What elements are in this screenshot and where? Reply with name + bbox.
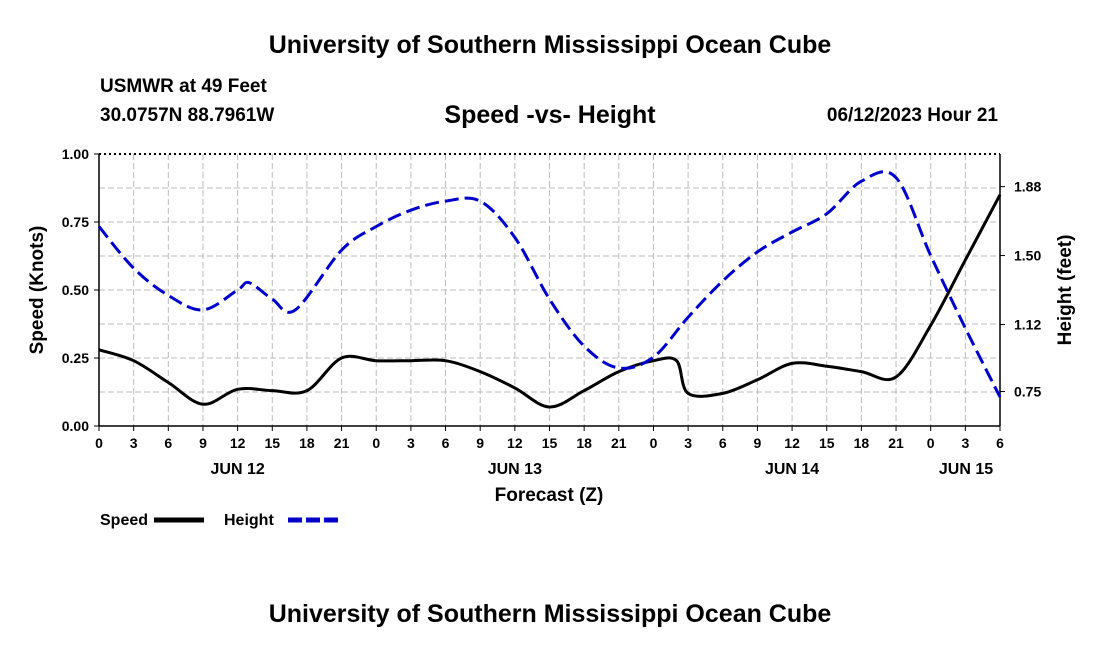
x-tick-label: 9 bbox=[476, 435, 484, 451]
chart-title: Speed -vs- Height bbox=[444, 101, 656, 129]
page-title: University of Southern Mississippi Ocean… bbox=[268, 31, 832, 59]
x-tick-label: 0 bbox=[927, 435, 935, 451]
y-axis-title: Speed (Knots) bbox=[27, 226, 48, 355]
footer-title: University of Southern Mississippi Ocean… bbox=[268, 600, 832, 628]
x-tick-label: 15 bbox=[819, 435, 835, 451]
legend-label: Height bbox=[224, 512, 274, 529]
y2-tick-label: 0.75 bbox=[1014, 384, 1041, 400]
day-label: JUN 14 bbox=[765, 461, 819, 478]
x-tick-label: 9 bbox=[199, 435, 207, 451]
x-tick-label: 0 bbox=[372, 435, 380, 451]
x-tick-label: 18 bbox=[854, 435, 870, 451]
forecast-date: 06/12/2023 Hour 21 bbox=[826, 105, 998, 126]
y-tick-label: 0.00 bbox=[62, 418, 89, 434]
x-tick-label: 3 bbox=[684, 435, 692, 451]
y-tick-label: 0.50 bbox=[62, 282, 89, 298]
x-tick-label: 3 bbox=[407, 435, 415, 451]
x-tick-label: 3 bbox=[130, 435, 138, 451]
x-tick-label: 6 bbox=[442, 435, 450, 451]
x-tick-label: 12 bbox=[230, 435, 246, 451]
day-label: JUN 15 bbox=[939, 461, 993, 478]
y2-tick-label: 1.88 bbox=[1014, 179, 1041, 195]
x-tick-label: 15 bbox=[264, 435, 280, 451]
y-tick-label: 1.00 bbox=[62, 146, 89, 162]
x-tick-label: 12 bbox=[507, 435, 523, 451]
x-tick-label: 3 bbox=[961, 435, 969, 451]
y-tick-label: 0.25 bbox=[62, 350, 89, 366]
x-tick-label: 12 bbox=[784, 435, 800, 451]
x-tick-label: 9 bbox=[754, 435, 762, 451]
x-axis-title: Forecast (Z) bbox=[495, 485, 604, 506]
x-tick-label: 21 bbox=[334, 435, 350, 451]
x-tick-label: 15 bbox=[542, 435, 558, 451]
y-tick-label: 0.75 bbox=[62, 214, 89, 230]
x-tick-label: 21 bbox=[611, 435, 627, 451]
x-tick-label: 18 bbox=[299, 435, 315, 451]
series-line-speed bbox=[98, 194, 1002, 409]
y2-tick-label: 1.50 bbox=[1014, 248, 1041, 264]
x-tick-label: 6 bbox=[719, 435, 727, 451]
series-line-height bbox=[97, 170, 1002, 398]
x-tick-label: 18 bbox=[576, 435, 592, 451]
station-coords: 30.0757N 88.7961W bbox=[100, 105, 275, 126]
station-name: USMWR at 49 Feet bbox=[100, 76, 267, 97]
x-tick-label: 6 bbox=[164, 435, 172, 451]
day-label: JUN 13 bbox=[488, 461, 542, 478]
x-tick-label: 0 bbox=[95, 435, 103, 451]
y2-tick-label: 1.12 bbox=[1014, 316, 1041, 332]
x-tick-label: 0 bbox=[650, 435, 658, 451]
y2-axis-title: Height (feet) bbox=[1055, 235, 1076, 346]
legend-label: Speed bbox=[100, 512, 148, 529]
day-label: JUN 12 bbox=[210, 461, 264, 478]
x-tick-label: 6 bbox=[996, 435, 1004, 451]
x-tick-label: 21 bbox=[888, 435, 904, 451]
